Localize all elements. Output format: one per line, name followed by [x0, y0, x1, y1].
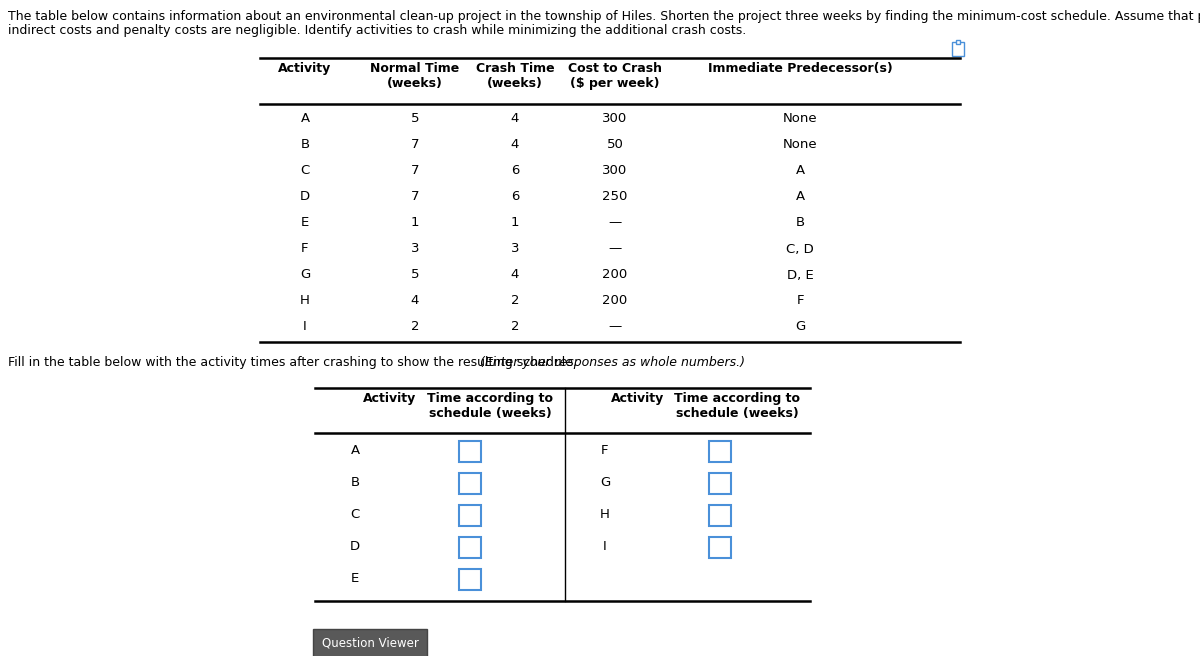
Text: 1: 1: [511, 216, 520, 230]
Text: None: None: [782, 112, 817, 125]
Text: 300: 300: [602, 165, 628, 178]
Text: 250: 250: [602, 190, 628, 203]
FancyBboxPatch shape: [458, 537, 481, 558]
Text: Time according to
schedule (weeks): Time according to schedule (weeks): [427, 392, 553, 420]
Text: Activity: Activity: [364, 392, 416, 405]
Text: A: A: [796, 165, 804, 178]
Text: 4: 4: [511, 138, 520, 152]
FancyBboxPatch shape: [709, 504, 731, 525]
Text: 6: 6: [511, 165, 520, 178]
FancyBboxPatch shape: [458, 569, 481, 590]
Text: (Enter your responses as whole numbers.): (Enter your responses as whole numbers.): [480, 356, 745, 369]
Text: 200: 200: [602, 295, 628, 308]
FancyBboxPatch shape: [956, 40, 960, 44]
Text: Question Viewer: Question Viewer: [322, 636, 419, 649]
Text: 5: 5: [410, 268, 419, 281]
FancyBboxPatch shape: [709, 472, 731, 493]
Text: The table below contains information about an environmental clean-up project in : The table below contains information abo…: [8, 10, 1200, 23]
Text: 7: 7: [410, 165, 419, 178]
Text: I: I: [304, 321, 307, 333]
Text: 300: 300: [602, 112, 628, 125]
Text: Crash Time
(weeks): Crash Time (weeks): [475, 62, 554, 90]
FancyBboxPatch shape: [458, 504, 481, 525]
Text: C, D: C, D: [786, 243, 814, 255]
Text: F: F: [797, 295, 804, 308]
Text: B: B: [300, 138, 310, 152]
Text: H: H: [300, 295, 310, 308]
Text: Activity: Activity: [278, 62, 331, 75]
Text: 4: 4: [511, 112, 520, 125]
Text: B: B: [796, 216, 804, 230]
Text: A: A: [300, 112, 310, 125]
Text: Cost to Crash
($ per week): Cost to Crash ($ per week): [568, 62, 662, 90]
FancyBboxPatch shape: [458, 472, 481, 493]
Text: 4: 4: [511, 268, 520, 281]
Text: D, E: D, E: [787, 268, 814, 281]
Text: F: F: [301, 243, 308, 255]
Text: C: C: [350, 508, 360, 522]
Text: A: A: [350, 445, 360, 457]
Text: F: F: [601, 445, 608, 457]
Text: D: D: [300, 190, 310, 203]
Text: 6: 6: [511, 190, 520, 203]
Text: 2: 2: [410, 321, 419, 333]
FancyBboxPatch shape: [709, 537, 731, 558]
FancyBboxPatch shape: [458, 440, 481, 462]
Text: None: None: [782, 138, 817, 152]
Text: Fill in the table below with the activity times after crashing to show the resul: Fill in the table below with the activit…: [8, 356, 581, 369]
FancyBboxPatch shape: [313, 629, 427, 656]
Text: Normal Time
(weeks): Normal Time (weeks): [371, 62, 460, 90]
Text: 7: 7: [410, 190, 419, 203]
Text: 1: 1: [410, 216, 419, 230]
Text: Activity: Activity: [611, 392, 664, 405]
Text: Time according to
schedule (weeks): Time according to schedule (weeks): [674, 392, 800, 420]
FancyBboxPatch shape: [709, 440, 731, 462]
Text: 200: 200: [602, 268, 628, 281]
Text: indirect costs and penalty costs are negligible. Identify activities to crash wh: indirect costs and penalty costs are neg…: [8, 24, 746, 37]
Text: E: E: [350, 573, 359, 586]
Text: 2: 2: [511, 295, 520, 308]
FancyBboxPatch shape: [952, 42, 964, 56]
Text: Immediate Predecessor(s): Immediate Predecessor(s): [708, 62, 893, 75]
Text: 3: 3: [511, 243, 520, 255]
Text: H: H: [600, 508, 610, 522]
Text: 50: 50: [606, 138, 624, 152]
Text: G: G: [600, 476, 610, 489]
Text: B: B: [350, 476, 360, 489]
Text: A: A: [796, 190, 804, 203]
Text: C: C: [300, 165, 310, 178]
Text: D: D: [350, 541, 360, 554]
Text: I: I: [604, 541, 607, 554]
Text: 4: 4: [410, 295, 419, 308]
Text: E: E: [301, 216, 310, 230]
Text: 5: 5: [410, 112, 419, 125]
Text: —: —: [608, 321, 622, 333]
Text: —: —: [608, 243, 622, 255]
Text: 2: 2: [511, 321, 520, 333]
Text: 3: 3: [410, 243, 419, 255]
Text: G: G: [794, 321, 805, 333]
Text: G: G: [300, 268, 310, 281]
Text: 7: 7: [410, 138, 419, 152]
Text: —: —: [608, 216, 622, 230]
